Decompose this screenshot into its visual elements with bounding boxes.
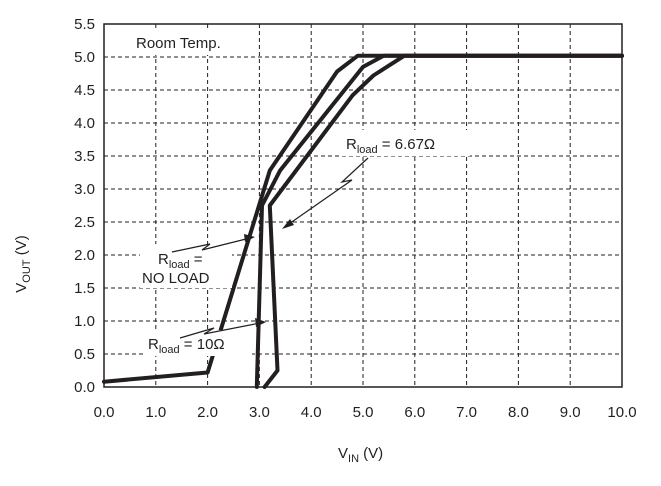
y-tick-label: 5.0 — [74, 49, 95, 66]
arrowhead-10 — [255, 318, 266, 327]
arrowhead-667 — [282, 219, 294, 229]
leader-667 — [285, 157, 369, 227]
y-tick-label: 1.0 — [74, 313, 95, 330]
curves — [102, 53, 624, 389]
room-temp-box — [130, 29, 238, 55]
y-tick-labels: 0.0 0.5 1.0 1.5 2.0 2.5 3.0 3.5 4.0 4.5 5.0 5.5 — [74, 16, 95, 396]
y-tick-label: 4.5 — [74, 82, 95, 99]
x-tick-label: 10.0 — [607, 404, 636, 421]
series-label-noload-line2: NO LOAD — [142, 270, 210, 287]
x-tick-label: 7.0 — [456, 404, 477, 421]
y-tick-label: 2.0 — [74, 247, 95, 264]
x-tick-labels: 0.0 1.0 2.0 3.0 4.0 5.0 6.0 7.0 8.0 9.0 10.0 — [94, 404, 637, 421]
label-bg-10 — [146, 330, 252, 356]
x-tick-label: 4.0 — [301, 404, 322, 421]
y-tick-label: 4.0 — [74, 115, 95, 132]
y-tick-label: 3.5 — [74, 148, 95, 165]
series-label-10: Rload = 10Ω — [148, 336, 225, 356]
plot-frame — [103, 23, 623, 388]
x-tick-label: 2.0 — [197, 404, 218, 421]
x-axis-title: VIN (V) — [338, 445, 383, 465]
y-tick-label: 2.5 — [74, 214, 95, 231]
y-tick-label: 1.5 — [74, 280, 95, 297]
x-tick-label: 0.0 — [94, 404, 115, 421]
label-bg-667 — [342, 130, 470, 156]
y-tick-label: 5.5 — [74, 16, 95, 33]
x-tick-label: 9.0 — [560, 404, 581, 421]
x-tick-label: 1.0 — [145, 404, 166, 421]
y-axis-title: VOUT (V) — [13, 235, 33, 292]
x-tick-label: 5.0 — [353, 404, 374, 421]
x-tick-label: 3.0 — [249, 404, 270, 421]
curve-10-ohm — [262, 53, 624, 389]
x-tick-label: 6.0 — [404, 404, 425, 421]
label-bg-noload — [140, 244, 232, 288]
room-temp-label: Room Temp. — [136, 35, 221, 52]
y-tick-label: 3.0 — [74, 181, 95, 198]
series-label-667: Rload = 6.67Ω — [346, 136, 435, 156]
y-tick-label: 0.0 — [74, 379, 95, 396]
leader-10 — [179, 322, 261, 339]
leader-noload — [171, 237, 251, 253]
x-tick-label: 8.0 — [508, 404, 529, 421]
y-tick-label: 0.5 — [74, 346, 95, 363]
series-label-noload: Rload = — [158, 251, 203, 271]
arrowhead-noload — [244, 234, 255, 242]
